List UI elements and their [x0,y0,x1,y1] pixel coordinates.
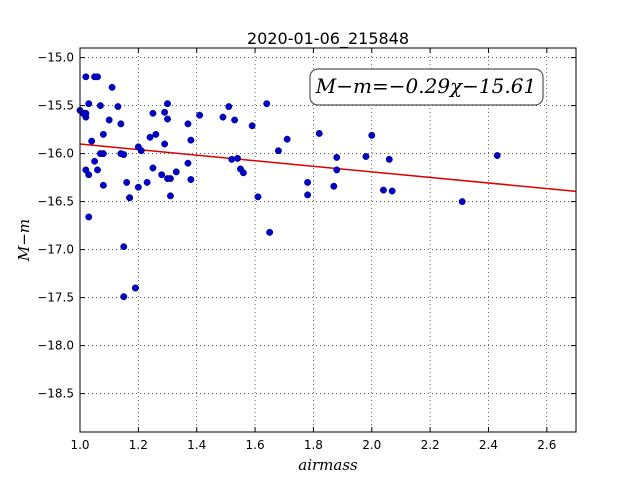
data-point [152,130,160,138]
data-point [315,129,323,137]
data-points [76,73,501,301]
data-point [149,164,157,172]
data-point [187,176,195,183]
data-point [131,284,139,292]
x-tick-label: 2.0 [362,438,381,452]
data-point [96,102,104,110]
y-tick-label: −15.5 [37,99,74,113]
data-point [274,147,282,155]
data-point [362,153,370,160]
data-point [388,187,396,195]
data-point [85,213,93,221]
x-tick-label: 2.4 [479,438,498,452]
data-point [231,116,239,124]
data-point [134,183,142,191]
data-point [114,103,122,111]
data-point [379,186,387,194]
y-tick-label: −17.0 [37,243,74,257]
data-point [120,293,128,301]
data-point [82,109,90,117]
y-axis-label: M−m [15,219,33,262]
data-point [196,111,204,119]
data-point [88,137,96,145]
data-point [161,140,169,148]
data-point [172,168,180,176]
data-point [161,108,169,116]
data-point [458,198,466,206]
data-point [99,181,107,189]
y-tick-label: −15.0 [37,51,74,65]
data-point [333,166,341,174]
x-tick-label: 1.4 [187,438,206,452]
data-point [82,73,90,81]
data-point [263,100,271,108]
data-point [304,191,312,199]
data-point [266,228,274,236]
data-point [225,103,233,111]
x-tick-label: 1.2 [129,438,148,452]
fit-equation: M−m=−0.29χ−15.61 [315,74,536,98]
fit-line-layer [79,143,577,193]
data-point [254,193,262,201]
y-tick-label: −16.0 [37,147,74,161]
data-point [117,120,125,128]
data-point [330,182,338,190]
data-point [108,83,116,91]
data-point [126,194,134,202]
y-tick-label: −17.5 [37,291,74,305]
data-point [304,178,312,186]
data-point [228,155,236,163]
annotation-box: M−m=−0.29χ−15.61 [309,68,544,106]
chart-title: 2020-01-06_215848 [247,29,409,49]
data-point [187,136,195,144]
x-axis-ticks: 1.0 1.2 1.4 1.6 1.8 2.0 2.2 2.4 2.6 [70,48,556,452]
x-tick-label: 2.2 [421,438,440,452]
x-tick-label: 2.6 [537,438,556,452]
data-point [94,166,101,174]
y-tick-label: −18.0 [37,339,74,353]
x-tick-label: 1.8 [304,438,323,452]
data-point [85,100,93,108]
data-point [184,159,192,167]
data-point [123,178,131,186]
data-point [158,171,166,179]
data-point [105,116,113,124]
data-point [120,243,128,251]
data-point [99,150,107,158]
data-point [368,131,376,139]
data-point [333,153,341,161]
data-point [248,122,256,130]
data-point [239,169,247,177]
y-axis-ticks: −15.0 −15.5 −16.0 −16.5 −17.0 −17.5 −18.0 −18.5 [37,51,576,401]
data-point [385,155,393,163]
y-tick-label: −16.5 [37,195,74,209]
data-point [164,100,171,108]
annotation-frame [309,68,544,106]
data-point [234,154,242,162]
data-point [99,130,107,138]
data-point [164,115,171,123]
data-point [146,133,154,141]
fit-line [79,143,577,193]
plot-frame [79,47,577,433]
data-point [120,151,128,159]
data-point [493,152,501,159]
data-point [137,147,145,155]
data-point [91,157,99,165]
y-tick-label: −18.5 [37,387,74,401]
x-axis-label: airmass [298,456,358,474]
data-point [85,171,93,179]
data-point [219,113,227,121]
data-point [149,109,157,117]
x-tick-label: 1.6 [246,438,265,452]
data-point [184,120,192,128]
data-point [143,178,151,186]
data-point [166,192,174,200]
data-point [94,73,101,81]
data-point [283,135,291,143]
x-tick-label: 1.0 [70,438,89,452]
data-point [164,175,171,183]
